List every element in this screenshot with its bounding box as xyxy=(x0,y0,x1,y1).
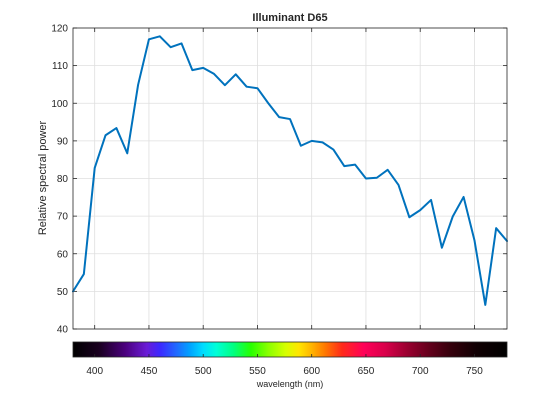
plot-area: 40 50 60 70 80 90 100 110 120 xyxy=(51,24,508,336)
x-axis-label: wavelength (nm) xyxy=(256,379,324,389)
x-axis-ticks xyxy=(94,28,475,329)
spectrum-colorbar: 400 450 500 550 600 650 700 750 xyxy=(72,341,508,377)
spectrum-gradient-bar xyxy=(72,341,508,358)
y-axis-ticks: 40 50 60 70 80 90 100 110 120 xyxy=(51,24,507,336)
y-tick-label: 100 xyxy=(51,99,68,110)
y-tick-label: 70 xyxy=(57,212,69,223)
y-tick-label: 80 xyxy=(57,174,69,185)
colorbar-tick-label: 450 xyxy=(141,366,158,377)
data-series-line xyxy=(72,35,508,306)
colorbar-ticks: 400 450 500 550 600 650 700 750 xyxy=(86,354,483,377)
colorbar-tick-label: 500 xyxy=(195,366,212,377)
y-tick-label: 90 xyxy=(57,136,69,147)
y-tick-label: 60 xyxy=(57,249,69,260)
colorbar-tick-label: 750 xyxy=(466,366,483,377)
colorbar-tick-label: 550 xyxy=(249,366,266,377)
y-tick-label: 40 xyxy=(57,325,69,336)
colorbar-tick-label: 650 xyxy=(358,366,375,377)
y-tick-label: 110 xyxy=(52,61,68,72)
colorbar-tick-label: 700 xyxy=(412,366,429,377)
y-axis-label: Relative spectral power xyxy=(37,121,49,236)
chart-title: Illuminant D65 xyxy=(252,12,327,24)
colorbar-tick-label: 600 xyxy=(303,366,320,377)
plot-border xyxy=(72,27,508,330)
y-tick-label: 120 xyxy=(51,24,68,35)
y-tick-label: 50 xyxy=(57,287,69,298)
colorbar-tick-label: 400 xyxy=(86,366,103,377)
